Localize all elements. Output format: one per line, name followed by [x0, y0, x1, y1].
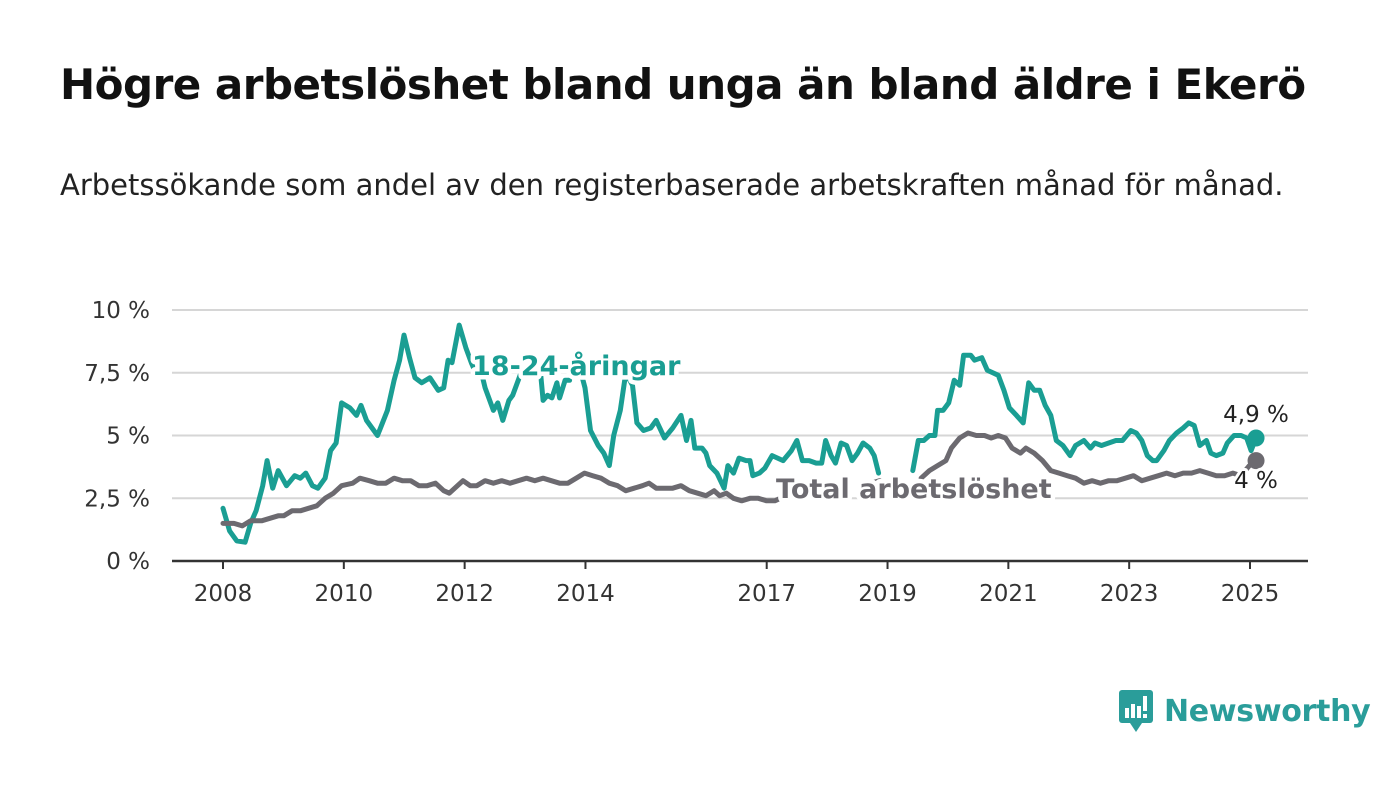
end-label-youth-halo: 4,9 % — [1223, 402, 1289, 428]
x-tick-label: 2025 — [1221, 581, 1280, 607]
end-point-total — [1247, 452, 1265, 470]
end-label-total-halo: 4 % — [1234, 468, 1278, 494]
x-tick-label: 2008 — [194, 581, 253, 607]
y-axis-ticks: 0 % 2,5 % 5 % 7,5 % 10 % — [84, 298, 150, 575]
end-point-youth — [1247, 429, 1265, 447]
series-label-total-halo: Total arbetslöshet — [776, 474, 1052, 505]
x-axis-ticks: 2008 2010 2012 2014 2017 2019 2021 2023 2025 — [194, 561, 1280, 607]
series-label-total: Total arbetslöshet — [776, 474, 1052, 505]
x-tick-label: 2014 — [556, 581, 615, 607]
newsworthy-logo-icon — [1119, 690, 1153, 732]
y-tick-label: 5 % — [106, 424, 150, 450]
y-tick-label: 10 % — [92, 298, 150, 324]
x-tick-label: 2010 — [315, 581, 374, 607]
series-line-youth — [220, 322, 1259, 545]
series-lines — [220, 322, 1265, 545]
x-tick-label: 2019 — [858, 581, 917, 607]
brand-name: Newsworthy — [1164, 693, 1371, 729]
newsworthy-logo: Newsworthy — [1118, 688, 1371, 734]
y-tick-label: 2,5 % — [84, 486, 150, 512]
end-label-total: 4 % — [1234, 468, 1278, 494]
series-line-total — [220, 430, 1259, 529]
y-tick-label: 0 % — [106, 549, 150, 575]
x-tick-label: 2021 — [979, 581, 1038, 607]
y-tick-label: 7,5 % — [84, 361, 150, 387]
series-label-youth: 18-24-åringar — [472, 350, 681, 382]
chart-subtitle: Arbetssökande som andel av den registerb… — [60, 168, 1284, 202]
x-tick-label: 2017 — [737, 581, 796, 607]
x-tick-label: 2023 — [1100, 581, 1159, 607]
end-label-youth: 4,9 % — [1223, 402, 1289, 428]
chart-title: Högre arbetslöshet bland unga än bland ä… — [60, 60, 1306, 109]
series-label-youth-halo: 18-24-åringar — [472, 350, 681, 382]
x-tick-label: 2012 — [435, 581, 494, 607]
